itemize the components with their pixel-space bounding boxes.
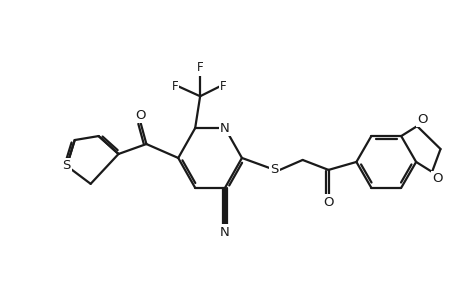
Text: F: F [196,61,203,74]
Text: N: N [220,226,230,238]
Text: O: O [135,109,146,122]
Text: O: O [431,172,442,185]
Text: S: S [270,164,278,176]
Text: O: O [416,113,427,126]
Text: S: S [62,159,71,172]
Text: F: F [171,80,178,93]
Text: F: F [219,80,226,93]
Text: N: N [220,122,230,135]
Text: O: O [323,196,333,209]
